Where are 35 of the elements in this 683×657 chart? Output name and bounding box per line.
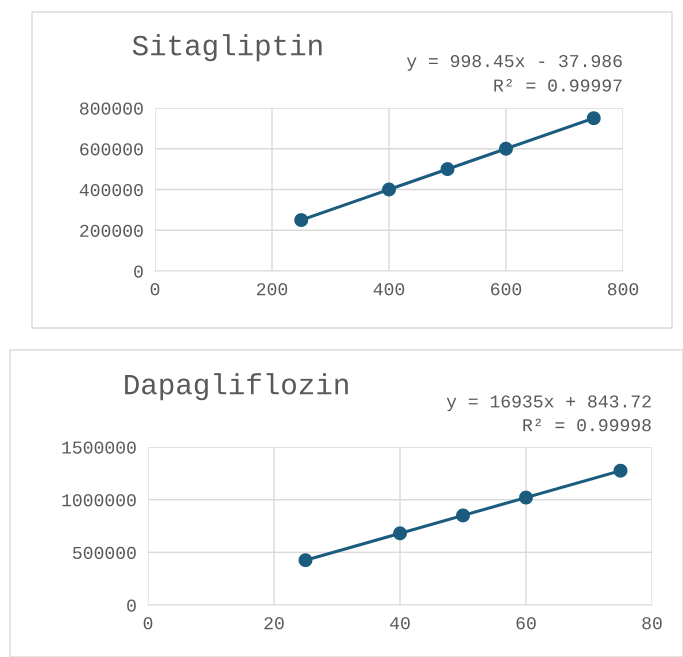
text: R² = 0.99997 bbox=[494, 78, 622, 92]
y-tick-label: 500000 bbox=[73, 546, 136, 560]
x-tick-label: 20 bbox=[264, 617, 284, 630]
x-tick-label: 400 bbox=[374, 283, 404, 296]
y-tick-label: 1500000 bbox=[62, 441, 136, 454]
point bbox=[294, 213, 308, 228]
x-tick-label: 800 bbox=[608, 283, 638, 296]
chart-title: Sitagliptin bbox=[132, 34, 322, 62]
x-tick-label: 0 bbox=[150, 283, 160, 296]
y-tick-label: 0 bbox=[134, 265, 143, 278]
chart-title: Dapagliflozin bbox=[125, 373, 348, 400]
y-tick-label: 800000 bbox=[80, 102, 143, 115]
point bbox=[456, 508, 470, 522]
point bbox=[519, 490, 533, 505]
x-tick-label: 40 bbox=[390, 617, 410, 630]
y-tick-label: 400000 bbox=[80, 184, 143, 196]
y-tick-label: 1000000 bbox=[62, 494, 136, 506]
point bbox=[382, 182, 396, 196]
text: y = 998.45x - 37.986 bbox=[406, 54, 622, 71]
point bbox=[440, 162, 454, 176]
point bbox=[499, 142, 513, 156]
x-tick-label: 60 bbox=[516, 617, 536, 630]
point bbox=[298, 553, 312, 568]
x-tick-label: 0 bbox=[144, 617, 152, 630]
text: y = 16935x + 843.72 bbox=[446, 395, 651, 412]
text: R² = 0.99998 bbox=[523, 418, 651, 432]
point bbox=[393, 526, 407, 540]
y-tick-label: 200000 bbox=[80, 224, 143, 237]
y-tick-label: 0 bbox=[127, 599, 136, 612]
point bbox=[586, 111, 601, 126]
point bbox=[614, 464, 628, 478]
y-tick-label: 600000 bbox=[80, 143, 143, 156]
x-tick-label: 80 bbox=[642, 617, 662, 630]
x-tick-label: 600 bbox=[491, 283, 522, 296]
x-tick-label: 200 bbox=[257, 283, 288, 296]
